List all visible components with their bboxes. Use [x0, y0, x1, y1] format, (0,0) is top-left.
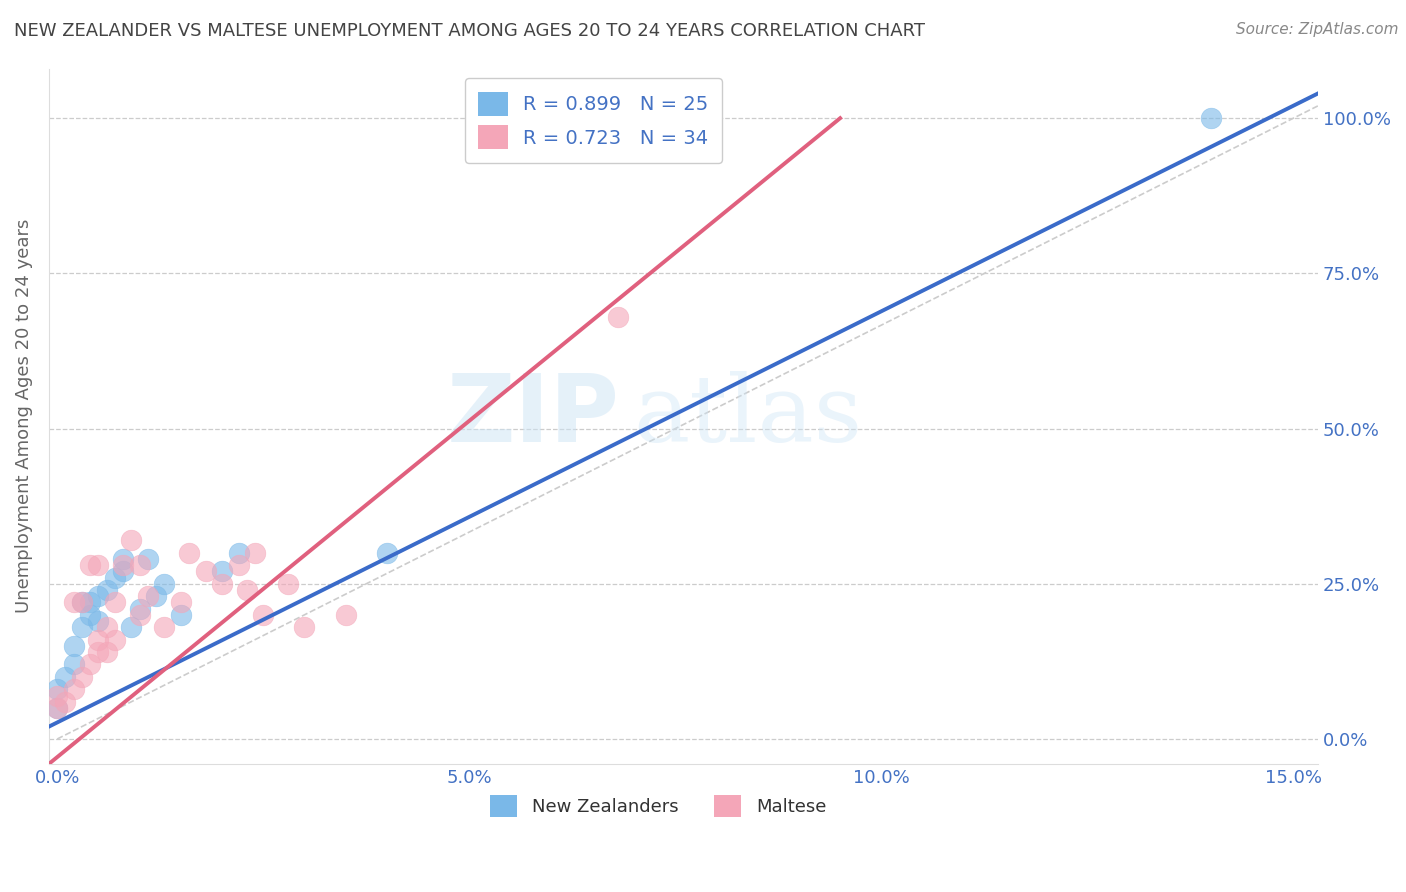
Point [128, 601, 150, 615]
Point [46, 689, 69, 703]
Text: Source: ZipAtlas.com: Source: ZipAtlas.com [1236, 22, 1399, 37]
Point [128, 558, 150, 573]
Point [96, 645, 118, 659]
Point [87, 614, 110, 628]
Point [112, 565, 135, 579]
Point [211, 565, 233, 579]
Point [46, 701, 69, 715]
Point [153, 620, 176, 634]
Point [87, 645, 110, 659]
Point [62, 639, 84, 653]
Point [70, 595, 93, 609]
Point [55, 695, 77, 709]
Point [228, 558, 250, 573]
Point [1199, 111, 1222, 125]
Point [120, 533, 142, 548]
Point [112, 552, 135, 566]
Point [228, 546, 250, 560]
Point [136, 552, 159, 566]
Point [177, 546, 200, 560]
Point [104, 632, 127, 647]
Legend: New Zealanders, Maltese: New Zealanders, Maltese [482, 788, 834, 824]
Point [170, 607, 193, 622]
Point [120, 620, 142, 634]
Point [79, 558, 101, 573]
Point [104, 571, 127, 585]
Text: atlas: atlas [633, 371, 862, 461]
Point [79, 595, 101, 609]
Point [294, 620, 316, 634]
Y-axis label: Unemployment Among Ages 20 to 24 years: Unemployment Among Ages 20 to 24 years [15, 219, 32, 614]
Text: ZIP: ZIP [447, 370, 620, 462]
Point [236, 582, 259, 597]
Point [46, 701, 69, 715]
Point [243, 546, 266, 560]
Point [62, 595, 84, 609]
Point [335, 607, 357, 622]
Point [62, 682, 84, 697]
Point [170, 595, 193, 609]
Point [70, 595, 93, 609]
Point [375, 546, 398, 560]
Point [277, 576, 299, 591]
Point [96, 620, 118, 634]
Point [136, 589, 159, 603]
Point [606, 310, 628, 324]
Point [112, 558, 135, 573]
Point [87, 558, 110, 573]
Point [79, 607, 101, 622]
Point [194, 565, 217, 579]
Point [96, 582, 118, 597]
Point [70, 670, 93, 684]
Point [145, 589, 167, 603]
Point [62, 657, 84, 672]
Point [128, 607, 150, 622]
Point [55, 670, 77, 684]
Point [87, 632, 110, 647]
Point [153, 576, 176, 591]
Point [79, 657, 101, 672]
Point [252, 607, 274, 622]
Point [87, 589, 110, 603]
Point [104, 595, 127, 609]
Point [211, 576, 233, 591]
Point [70, 620, 93, 634]
Text: NEW ZEALANDER VS MALTESE UNEMPLOYMENT AMONG AGES 20 TO 24 YEARS CORRELATION CHAR: NEW ZEALANDER VS MALTESE UNEMPLOYMENT AM… [14, 22, 925, 40]
Point [46, 682, 69, 697]
